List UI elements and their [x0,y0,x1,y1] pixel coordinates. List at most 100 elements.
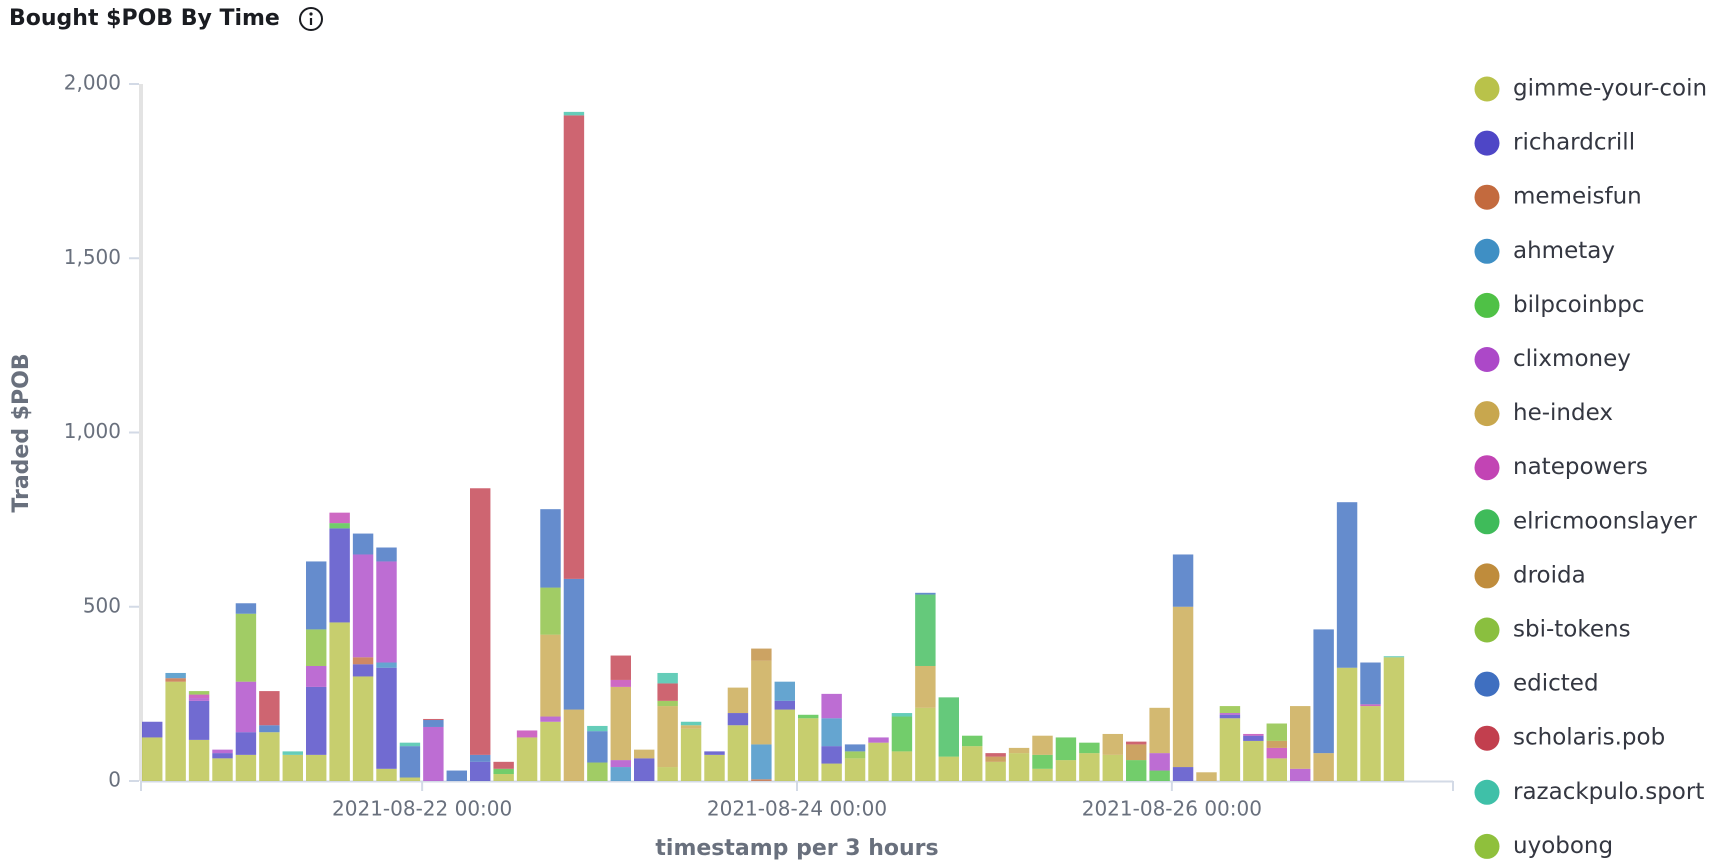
bar-segment [1266,740,1287,748]
bar-segment [235,681,257,733]
info-icon[interactable] [299,7,323,31]
bar-segment [470,488,491,755]
legend-swatch [1474,833,1500,859]
y-tick-label: 500 [83,593,121,617]
bar-segment [376,662,397,668]
bar-segment [352,664,374,677]
bar-segment [165,672,186,679]
legend-swatch [1474,76,1500,102]
bar-segment [938,756,959,781]
legend-label: memeisfun [1513,184,1642,210]
bar-segment [657,706,678,768]
bar-segment [563,709,585,781]
legend-swatch [1474,292,1500,318]
bar-segment [282,754,303,781]
legend-label: elricmoonslayer [1513,508,1697,534]
bar-segment [657,767,678,781]
bar-segment [446,770,467,781]
bar-segment [563,111,585,116]
bar-segment [751,648,772,661]
legend-swatch [1474,509,1500,535]
bar-segment [1360,662,1381,705]
legend-item[interactable]: memeisfun [1474,184,1642,210]
bar-segment [962,746,983,781]
bar-segment [610,679,631,687]
legend-item[interactable]: edicted [1474,671,1599,697]
legend-item[interactable]: bilpcoinbpc [1474,292,1645,318]
x-tick-label: 2021-08-22 00:00 [332,797,512,821]
bar-segment [1149,707,1170,754]
legend-item[interactable]: droida [1474,562,1586,589]
bar-segment [587,725,608,732]
bar-segment [610,760,631,768]
legend-label: clixmoney [1513,346,1631,372]
legend-swatch [1474,779,1500,805]
bar-segment [1196,772,1217,781]
legend-item[interactable]: razackpulo.sport [1474,779,1705,805]
bar-segment [891,751,913,781]
bar-segment [751,779,772,781]
legend-item[interactable]: uyobong [1474,833,1614,859]
bar-segment [165,678,186,682]
bar-segment [188,700,210,740]
x-tick-label: 2021-08-24 00:00 [707,797,887,821]
bar-segment [376,561,397,663]
bar-segment [1383,657,1405,781]
y-axis-line [139,84,143,781]
legend-label: ahmetay [1513,238,1615,264]
legend-label: natepowers [1513,454,1648,480]
bar-segment [798,718,819,781]
bar-segment [962,735,983,747]
bar-segment [1383,656,1405,658]
bar-segment [915,665,936,708]
bar-segment [915,707,936,781]
bar-segment [1219,713,1241,715]
bar-segment [376,547,397,562]
bar-segment [1219,714,1241,719]
bar-segment [352,676,374,781]
bar-segment [657,700,678,707]
bar-segment [235,613,257,682]
bar-segment [423,720,444,727]
bar-segment [727,687,749,714]
bar-segment [844,751,866,759]
bar-segment [1126,744,1147,761]
legend-swatch [1474,455,1500,481]
bar-segment [680,725,702,729]
bar-segment [915,594,936,666]
bar-segment [306,665,327,687]
legend-item[interactable]: sbi-tokens [1474,617,1631,643]
bar-segment [540,634,561,717]
bar-segment [610,655,631,680]
bar-segment [235,732,257,755]
bar-segment [1172,767,1194,781]
legend-swatch [1474,184,1500,210]
bar-segment [1055,737,1077,761]
bar-segment [821,693,842,719]
bar-segment [587,731,608,763]
y-tick-label: 1,500 [64,245,121,269]
legend-item[interactable]: natepowers [1474,454,1648,481]
legend-item[interactable]: scholaris.pob [1474,725,1666,751]
bar-segment [282,751,303,755]
bar-segment [470,754,491,762]
bar-segment [680,721,702,726]
bar-segment [610,686,631,761]
bar-segment [259,732,280,781]
y-tick-label: 2,000 [64,71,121,95]
bar-segment [259,725,280,733]
bar-segment [399,746,421,778]
legend-item[interactable]: elricmoonslayer [1474,508,1698,535]
bar-segment [306,686,327,755]
legend-item[interactable]: he-index [1474,400,1613,427]
legend-item[interactable]: richardcrill [1474,130,1636,156]
legend-item[interactable]: gimme-your-coin [1474,76,1708,102]
x-axis-title: timestamp per 3 hours [655,836,938,861]
bar-segment [352,657,374,665]
bar-segment [868,737,889,743]
legend-item[interactable]: clixmoney [1474,346,1631,372]
bar-segment [212,753,233,759]
legend-item[interactable]: ahmetay [1474,238,1615,264]
bar-segment [423,718,444,721]
bar-segment [868,742,889,781]
